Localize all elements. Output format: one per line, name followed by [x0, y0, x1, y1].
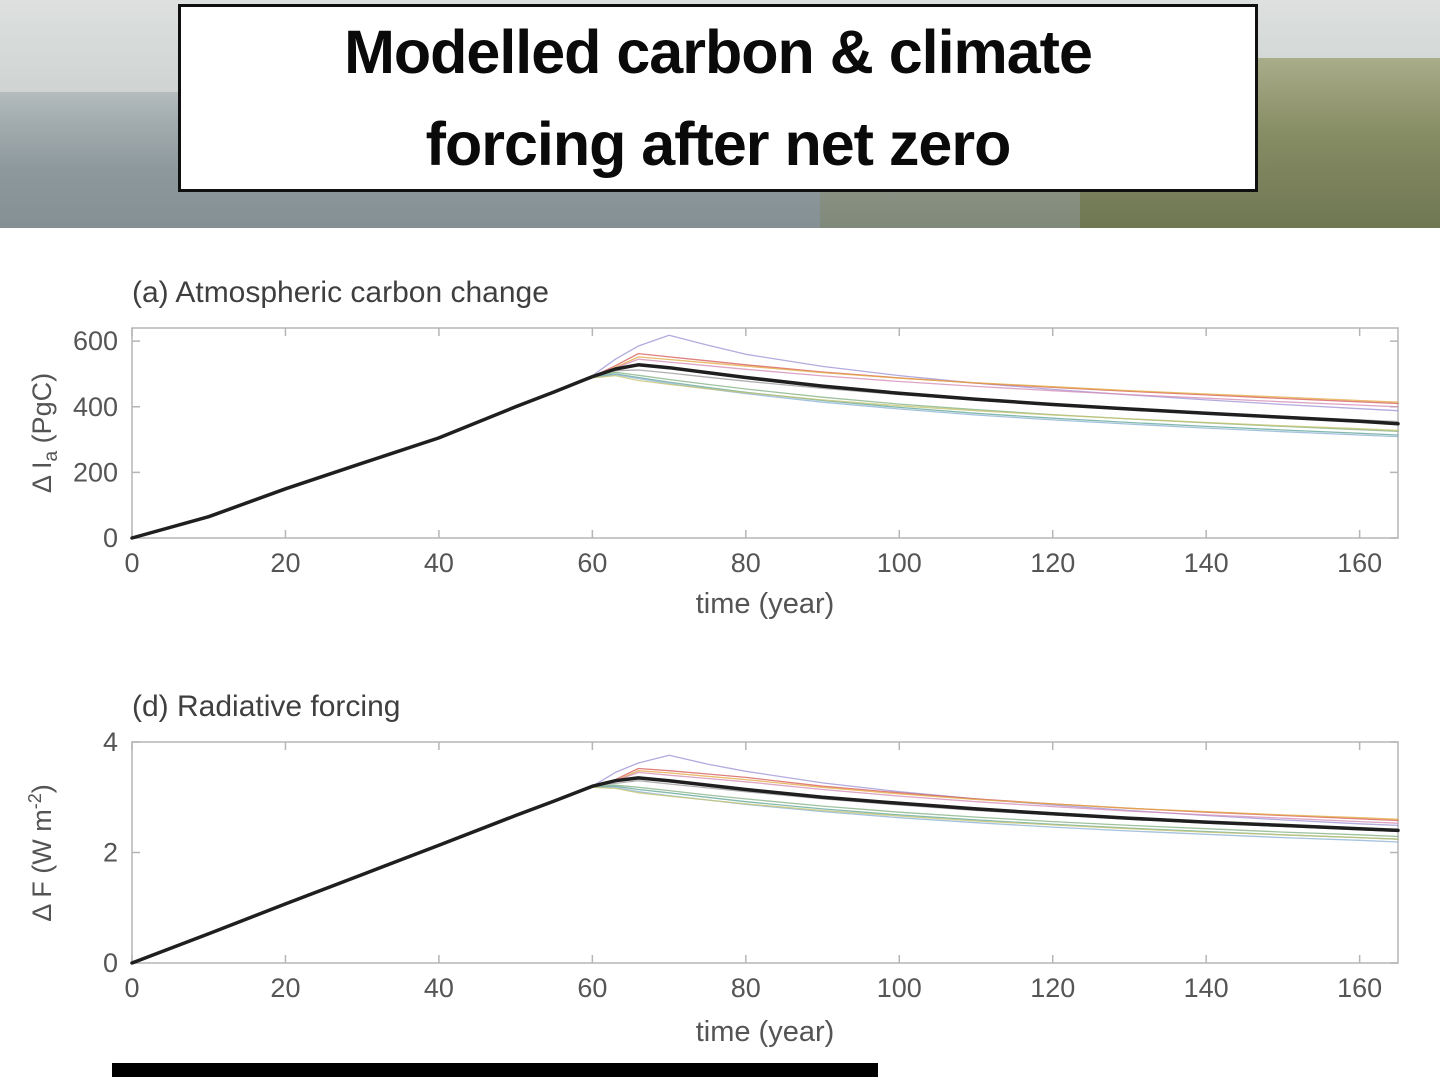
- svg-text:100: 100: [877, 973, 922, 1003]
- svg-text:140: 140: [1184, 548, 1229, 578]
- svg-text:100: 100: [877, 548, 922, 578]
- chart-d-title: (d) Radiative forcing: [132, 690, 401, 723]
- svg-text:160: 160: [1337, 973, 1382, 1003]
- slide-title-box: Modelled carbon & climate forcing after …: [178, 4, 1258, 192]
- chart-radiative-forcing: (d) Radiative forcing Δ F (W m-2) 0 20 40 6…: [0, 678, 1440, 1060]
- svg-text:120: 120: [1030, 973, 1075, 1003]
- svg-text:80: 80: [731, 548, 761, 578]
- chart-a-plot: 0 20 40 60 80 100 120 140 160 0 200 400 600: [73, 326, 1400, 578]
- svg-text:200: 200: [73, 457, 118, 487]
- svg-text:60: 60: [577, 548, 607, 578]
- svg-text:0: 0: [124, 548, 139, 578]
- svg-text:20: 20: [270, 548, 300, 578]
- svg-text:160: 160: [1337, 548, 1382, 578]
- chart-a-xlabel: time (year): [695, 588, 835, 620]
- slide-title-line-2: forcing after net zero: [425, 110, 1012, 178]
- chart-a-title: (a) Atmospheric carbon change: [132, 276, 549, 309]
- svg-text:4: 4: [103, 727, 118, 757]
- svg-text:20: 20: [270, 973, 300, 1003]
- svg-text:0: 0: [124, 973, 139, 1003]
- chart-d-xlabel: time (year): [695, 1016, 835, 1048]
- svg-text:120: 120: [1030, 548, 1075, 578]
- svg-text:2: 2: [103, 838, 118, 868]
- svg-text:40: 40: [424, 973, 454, 1003]
- slide-title-line-1: Modelled carbon & climate: [344, 18, 1093, 86]
- svg-text:60: 60: [577, 973, 607, 1003]
- chart-d-plot: 0 20 40 60 80 100 120 140 160 0 2 4: [103, 727, 1400, 1003]
- svg-text:140: 140: [1184, 973, 1229, 1003]
- svg-text:0: 0: [103, 948, 118, 978]
- svg-text:600: 600: [73, 326, 118, 356]
- svg-text:0: 0: [103, 523, 118, 553]
- svg-text:80: 80: [731, 973, 761, 1003]
- svg-text:400: 400: [73, 392, 118, 422]
- bottom-bar: [112, 1063, 878, 1077]
- chart-atmospheric-carbon: (a) Atmospheric carbon change Δ Ia (PgC)…: [0, 262, 1440, 634]
- svg-text:40: 40: [424, 548, 454, 578]
